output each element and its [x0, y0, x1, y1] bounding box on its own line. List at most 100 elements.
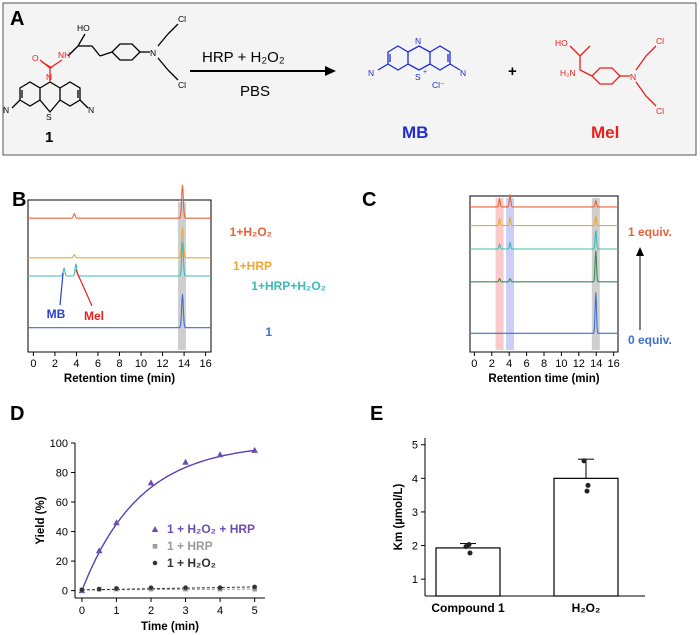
x-tick-label-0: 0: [79, 605, 85, 617]
x-tick-label-6: 12: [156, 358, 168, 370]
legend-marker-2: [152, 560, 158, 566]
atom-cl-2: Cl: [178, 80, 186, 90]
atom-nme2-left: N: [3, 105, 9, 115]
x-tick-label-4: 8: [116, 358, 122, 370]
data-point-0-6: [251, 446, 258, 453]
data-point-2-6: [252, 584, 257, 590]
mb-nme2-left: N: [368, 68, 374, 78]
chart-e: 1 2 3 4 5 Km (µmol/L) Compound 1 H₂O₂: [393, 438, 645, 615]
atom-o: O: [32, 53, 39, 63]
arrow-label-top: HRP + H₂O₂: [202, 49, 285, 66]
mel-atom-nh2: H₂N: [560, 68, 576, 78]
compound-1-structure: [11, 23, 179, 114]
category-label-1: H₂O₂: [572, 601, 601, 615]
fit-curve: [81, 449, 255, 591]
x-tick-label-4: 8: [541, 358, 547, 370]
data-point-2-1: [96, 586, 102, 592]
x-tick-label-2: 2: [148, 605, 154, 617]
mb-atom-n: N: [415, 36, 421, 46]
atom-nh: NH: [58, 50, 70, 60]
trace-4: [470, 292, 618, 334]
annotation-mel: Mel: [84, 309, 104, 323]
plus-sign: +: [508, 63, 517, 80]
x-tick-label-8: 16: [199, 358, 211, 370]
legend-label-2: 1 + H₂O₂: [167, 556, 216, 570]
scheme-box: [2, 2, 697, 156]
y-tick-label-4: 80: [56, 468, 68, 480]
mb-structure: [377, 45, 461, 71]
y-tick-label-2: 3: [412, 507, 418, 519]
reaction-scheme: [11, 23, 657, 114]
x-tick-label-2: 4: [506, 358, 512, 370]
trace-1: [28, 227, 211, 259]
series-label-2: 1+HRP+H₂O₂: [251, 279, 326, 293]
x-tick-label-1: 2: [489, 358, 495, 370]
y-axis-label: Yield (%): [35, 496, 47, 544]
y-tick-label-0: 0: [62, 586, 68, 598]
legend-marker-1: [152, 544, 158, 549]
annotation-mel-arrow: [75, 269, 93, 307]
trace-0: [28, 184, 211, 219]
x-axis-label: Time (min): [141, 621, 199, 633]
annotation-mb: MB: [47, 307, 66, 321]
atom-cl-1: Cl: [178, 14, 186, 24]
data-point-2-2: [114, 586, 119, 591]
x-tick-label-5: 10: [555, 358, 567, 370]
chart-d: 0 20 40 60 80 100 0 1 2 3 4 5 Time (min) Yield (%) 1 +…: [35, 438, 265, 633]
mel-atom-cl-1: Cl: [656, 36, 664, 46]
data-point-2-5: [217, 585, 223, 590]
x-tick-label-3: 6: [95, 358, 101, 370]
panel-letter-e: E: [370, 403, 383, 425]
data-point-0-3: [147, 479, 155, 486]
mel-structure: [569, 45, 657, 107]
x-tick-label-2: 4: [73, 358, 79, 370]
y-tick-label-2: 40: [56, 527, 68, 539]
control-dash-line-1: [81, 586, 255, 591]
x-axis-label: Retention time (min): [64, 373, 175, 385]
arrow-label-bottom: PBS: [240, 83, 270, 100]
mb-atom-s: S: [415, 72, 421, 82]
replicate-point-1-2: [584, 488, 590, 494]
data-point-0-4: [182, 458, 189, 465]
mel-atom-ho: HO: [555, 38, 568, 48]
legend-label-0: 1 + H₂O₂ + HRP: [167, 522, 255, 536]
atom-oh: HO: [77, 23, 90, 33]
highlight-band-0: [177, 202, 186, 350]
trace-3: [28, 294, 211, 329]
x-tick-label-6: 12: [573, 358, 585, 370]
x-tick-label-3: 3: [182, 605, 188, 617]
data-point-0-2: [113, 519, 120, 526]
x-tick-label-5: 5: [252, 605, 258, 617]
atom-ring-n: N: [46, 72, 52, 82]
chart-c: 0 2 4 6 8 10 12 14 16 Retention time (min) 1 equiv…: [469, 194, 672, 385]
highlight-band-0: [495, 198, 504, 350]
annotation-mb-arrow: [59, 272, 64, 306]
panel-letter-a: A: [10, 8, 24, 30]
x-tick-label-1: 1: [113, 605, 119, 617]
panel-letter-c: C: [362, 189, 376, 211]
series-label-3: 1: [265, 325, 272, 339]
x-tick-label-0: 0: [471, 358, 477, 370]
x-tick-label-7: 14: [178, 358, 190, 370]
x-tick-label-5: 10: [135, 358, 147, 370]
atom-nme2-right: N: [88, 105, 94, 115]
trace-2: [28, 242, 211, 277]
trace-3: [470, 250, 618, 283]
reactant-label: 1: [45, 129, 53, 146]
series-label-0: 1+H₂O₂: [230, 225, 272, 239]
legend-label-1: 1 + HRP: [167, 539, 213, 553]
panel-letter-d: D: [10, 403, 24, 425]
atom-n: N: [150, 48, 156, 58]
y-tick-label-5: 100: [50, 438, 68, 450]
replicate-point-1-0: [581, 458, 587, 464]
data-point-2-0: [79, 587, 85, 593]
panel-letter-b: B: [12, 189, 26, 211]
mb-atom-plus: +: [423, 69, 427, 76]
y-tick-label-3: 60: [56, 497, 68, 509]
chart-b: 0 2 4 6 8 10 12 14 16 Retention time (min) 1+H₂O₂ 1…: [27, 184, 326, 385]
trace-1: [470, 215, 618, 227]
y-tick-label-1: 20: [56, 556, 68, 568]
x-tick-label-8: 16: [608, 358, 620, 370]
atom-s: S: [46, 112, 52, 122]
